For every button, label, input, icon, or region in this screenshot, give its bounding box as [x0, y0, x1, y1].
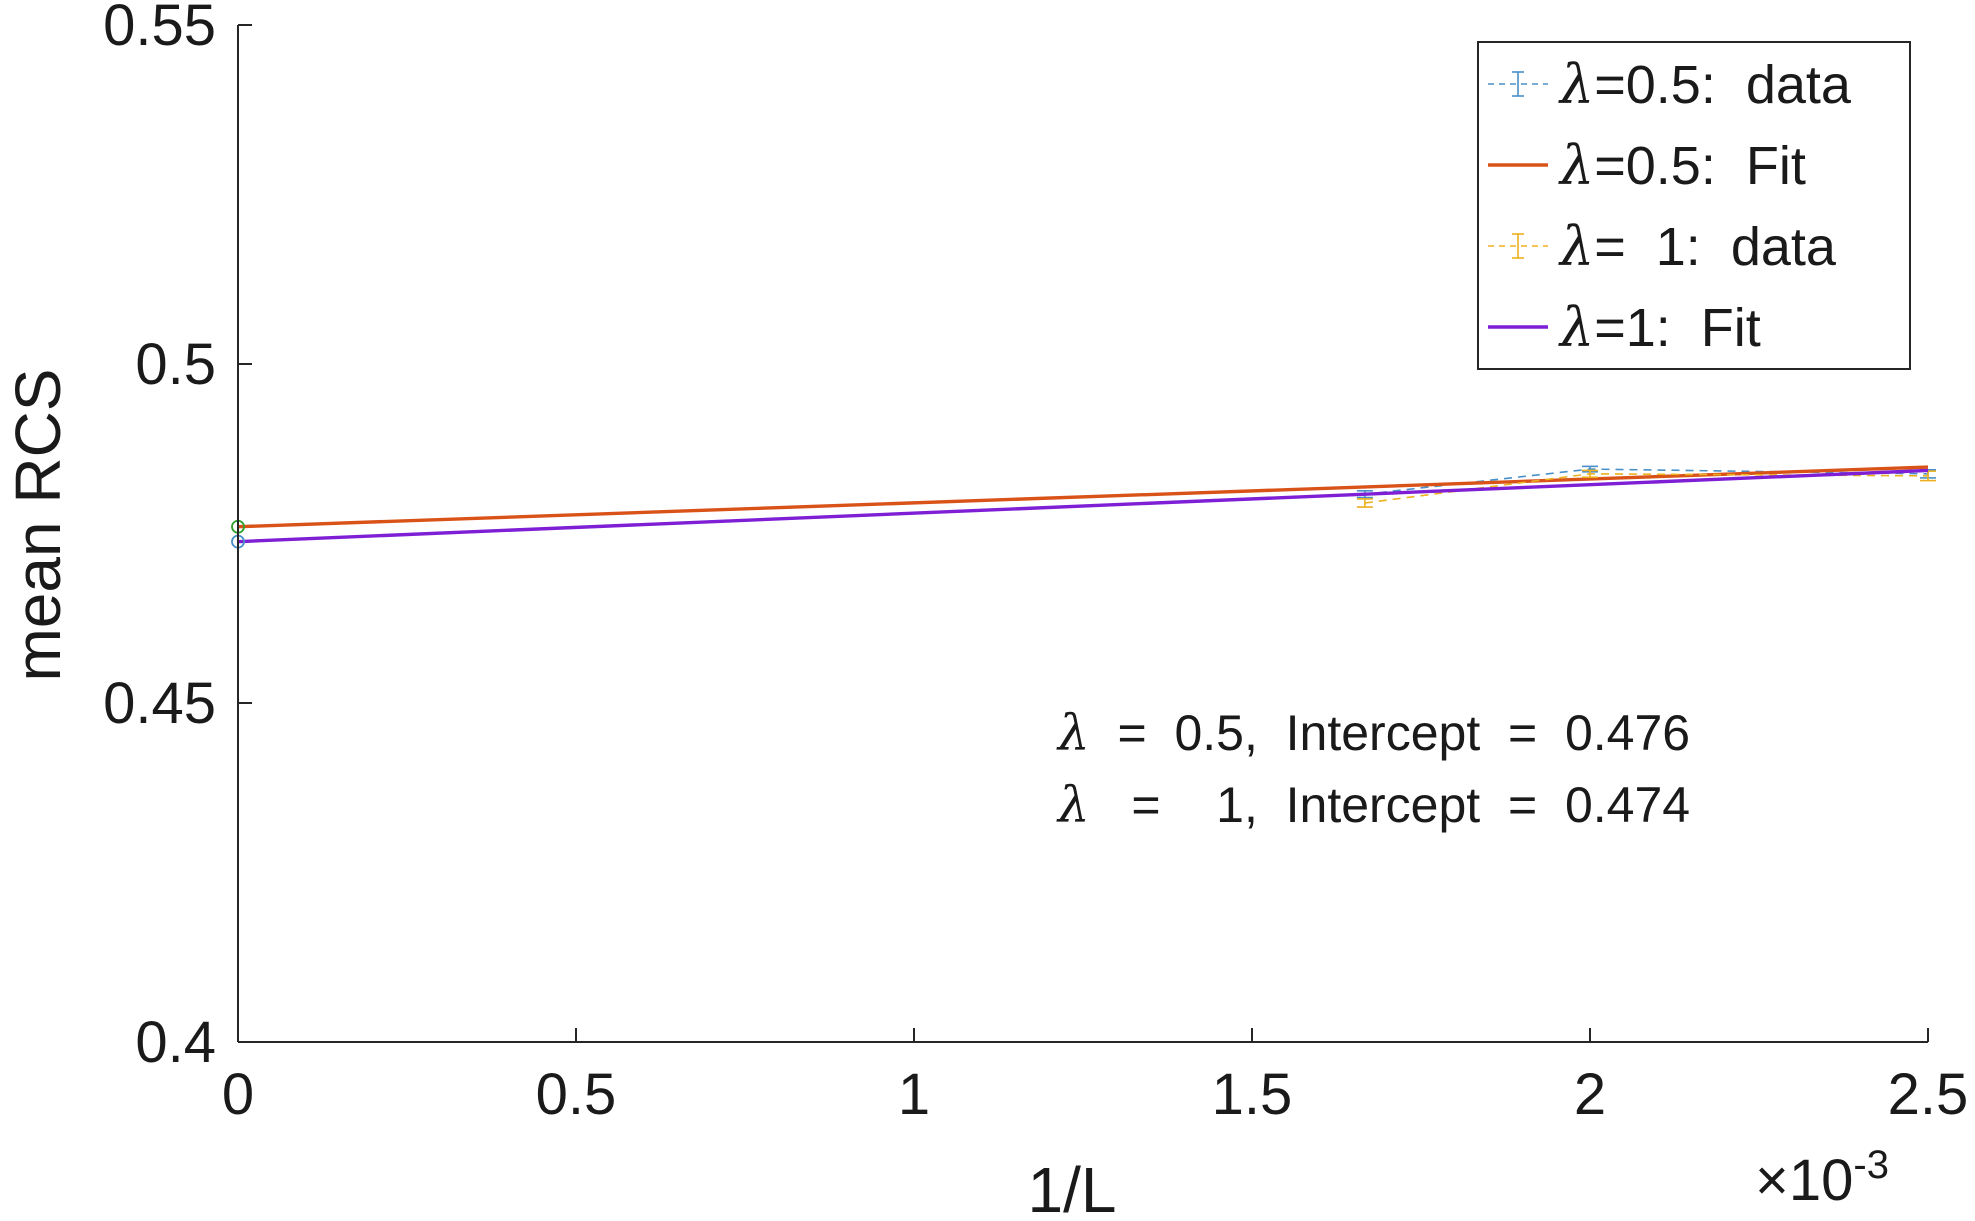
legend-entry-2: λ= 1: data	[1558, 215, 1837, 278]
x-axis-label: 1/L	[1028, 1154, 1117, 1221]
legend-box	[1477, 41, 1911, 370]
y-tick-label: 0.5	[135, 332, 216, 397]
legend-entry-1: λ=0.5: Fit	[1558, 134, 1806, 197]
x-tick-label: 2	[1574, 1062, 1606, 1127]
series-layer	[231, 465, 1936, 549]
x-axis-multiplier: ×10-3	[1755, 1143, 1889, 1213]
axes-layer: 0 0.5 1 1.5 2 2.5 0.4 0.45 0.5 0.55	[103, 0, 1968, 1127]
lambda-symbol: λ	[1558, 296, 1594, 359]
lambda-symbol: λ	[1056, 704, 1090, 762]
x-tick-label: 0	[222, 1062, 254, 1127]
annotation-text: = 0.5, Intercept = 0.476	[1090, 705, 1690, 761]
lambda-symbol: λ	[1558, 215, 1594, 278]
x-axis-multiplier-base: ×10	[1755, 1148, 1853, 1213]
legend-entry-text: =1: Fit	[1594, 298, 1761, 358]
legend-entry-3: λ=1: Fit	[1558, 296, 1761, 359]
series-line-3	[237, 468, 1929, 544]
annotation-line-0: λ = 0.5, Intercept = 0.476	[1056, 704, 1690, 762]
x-axis-multiplier-exponent: -3	[1853, 1143, 1889, 1187]
legend-entry-0: λ=0.5: data	[1558, 53, 1852, 116]
lambda-symbol: λ	[1558, 134, 1594, 197]
x-tick-label: 0.5	[536, 1062, 617, 1127]
lambda-symbol: λ	[1558, 53, 1594, 116]
annotation-line-1: λ = 1, Intercept = 0.474	[1056, 776, 1690, 834]
lambda-symbol: λ	[1056, 776, 1090, 834]
legend-entry-text: =0.5: data	[1594, 55, 1852, 115]
x-tick-label: 1.5	[1212, 1062, 1293, 1127]
x-tick-label: 2.5	[1888, 1062, 1969, 1127]
annotation-text: = 1, Intercept = 0.474	[1090, 777, 1690, 833]
legend-entry-text: = 1: data	[1594, 217, 1837, 277]
y-tick-label: 0.55	[103, 0, 216, 58]
legend-entry-text: =0.5: Fit	[1594, 136, 1806, 196]
x-tick-label: 1	[898, 1062, 930, 1127]
series-line-1	[237, 465, 1929, 529]
y-tick-label: 0.45	[103, 671, 216, 736]
y-tick-label: 0.4	[135, 1010, 216, 1075]
y-axis-label: mean RCS	[2, 369, 74, 682]
